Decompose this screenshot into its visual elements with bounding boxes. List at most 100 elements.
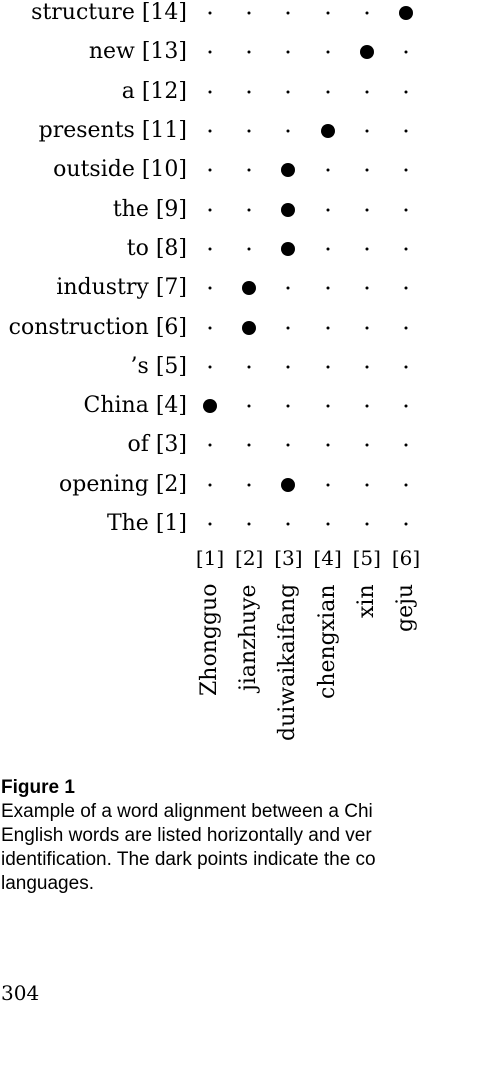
chinese-word-index: [1]: [195, 546, 225, 570]
chinese-word-label: Zhongguo: [197, 584, 222, 697]
grid-dot: [208, 247, 212, 251]
alignment-point: [203, 399, 217, 414]
english-word-label: structure [14]: [31, 0, 187, 26]
grid-dot: [286, 365, 290, 369]
alignment-point: [399, 6, 413, 21]
page-number: 304: [1, 981, 40, 1005]
grid-dot: [326, 443, 330, 447]
caption-line-4: languages.: [1, 873, 94, 894]
grid-dot: [326, 365, 330, 369]
grid-dot: [247, 522, 251, 526]
english-word-label: of [3]: [127, 432, 187, 458]
grid-dot: [286, 50, 290, 54]
grid-dot: [365, 90, 369, 94]
grid-dot: [247, 50, 251, 54]
chinese-word-index: [5]: [352, 546, 381, 570]
grid-dot: [247, 247, 251, 251]
grid-dot: [326, 50, 330, 54]
grid-dot: [208, 522, 212, 526]
grid-dot: [404, 286, 408, 290]
grid-dot: [208, 168, 212, 172]
alignment-point: [359, 45, 374, 60]
alignment-point: [281, 202, 296, 217]
grid-dot: [208, 11, 212, 15]
grid-dot: [247, 90, 251, 94]
grid-dot: [326, 522, 330, 526]
english-word-label: The [1]: [106, 511, 187, 536]
grid-dot: [208, 365, 212, 369]
grid-dot: [326, 11, 330, 15]
grid-dot: [404, 522, 408, 526]
grid-dot: [208, 208, 212, 212]
alignment-point: [281, 477, 296, 492]
grid-dot: [208, 129, 212, 133]
chinese-word-index: [4]: [313, 546, 342, 570]
grid-dot: [365, 365, 369, 369]
english-word-label: to [8]: [126, 235, 187, 261]
grid-dot: [404, 443, 408, 447]
english-word-label: construction [6]: [8, 314, 187, 340]
grid-dot: [208, 50, 212, 54]
grid-dot: [404, 208, 408, 212]
grid-dot: [404, 483, 408, 487]
grid-dot: [404, 129, 408, 133]
chinese-word-label: jianzhuye: [236, 584, 262, 691]
grid-dot: [286, 286, 290, 290]
grid-dot: [286, 90, 290, 94]
english-word-label: opening [2]: [59, 471, 187, 497]
alignment-point: [242, 281, 257, 296]
grid-dot: [208, 483, 212, 487]
chinese-word-index: [6]: [391, 546, 421, 570]
chinese-word-label: duiwaikaifang: [275, 584, 301, 742]
grid-dot: [208, 90, 212, 94]
english-word-label: ’s [5]: [130, 353, 187, 379]
grid-dot: [365, 168, 369, 172]
grid-dot: [404, 326, 408, 329]
alignment-point: [242, 320, 257, 335]
grid-dot: [365, 286, 369, 290]
caption-title: Figure 1: [1, 777, 75, 798]
alignment-point: [281, 163, 296, 178]
grid-dot: [365, 247, 369, 251]
english-word-label: outside [10]: [53, 157, 187, 183]
grid-dot: [247, 129, 251, 133]
grid-dot: [326, 168, 330, 172]
caption-line-3: identification. The dark points indicate…: [1, 849, 376, 870]
grid-dot: [326, 208, 330, 212]
grid-dot: [247, 365, 251, 369]
grid-dot: [286, 326, 290, 329]
grid-dot: [365, 208, 369, 212]
chinese-word-index: [2]: [235, 546, 264, 570]
chinese-word-index: [3]: [274, 546, 303, 570]
caption-line-2: English words are listed horizontally an…: [1, 825, 372, 846]
english-word-label: the [9]: [112, 196, 187, 222]
grid-dot: [404, 168, 408, 172]
grid-dot: [286, 129, 290, 133]
english-word-label: presents [11]: [38, 118, 187, 143]
chinese-word-label: geju: [393, 584, 418, 633]
english-word-label: new [13]: [88, 39, 187, 65]
english-word-label: industry [7]: [56, 275, 187, 301]
grid-dot: [404, 50, 408, 54]
english-word-label: China [4]: [83, 393, 187, 419]
grid-dot: [208, 326, 212, 329]
grid-dot: [365, 326, 369, 329]
grid-dot: [365, 11, 369, 15]
grid-dot: [286, 522, 290, 526]
alignment-point: [320, 124, 335, 138]
grid-dot: [326, 90, 330, 94]
grid-dot: [404, 404, 408, 408]
grid-dot: [326, 483, 330, 487]
grid-dot: [247, 443, 251, 447]
grid-dot: [326, 326, 330, 329]
grid-dot: [326, 247, 330, 251]
grid-dot: [286, 404, 290, 408]
grid-dot: [326, 404, 330, 408]
alignment-point: [281, 241, 296, 256]
grid-dot: [365, 483, 369, 487]
grid-dot: [247, 168, 251, 172]
grid-dot: [404, 365, 408, 369]
figure-caption: Figure 1 Example of a word alignment bet…: [1, 776, 489, 896]
grid-dot: [326, 286, 330, 290]
